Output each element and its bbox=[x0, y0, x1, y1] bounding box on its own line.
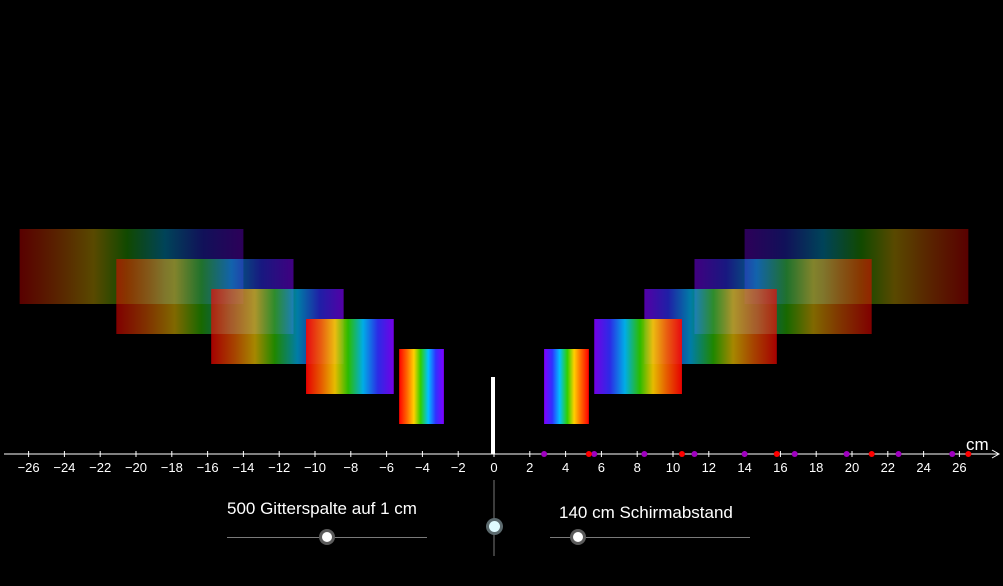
axis-tick-label: 20 bbox=[845, 460, 859, 475]
spectrum-order-2-right bbox=[594, 319, 682, 394]
red-marker bbox=[868, 451, 875, 457]
violet-marker bbox=[741, 451, 748, 457]
axis-tick-label: 6 bbox=[598, 460, 605, 475]
axis-tick-label: 24 bbox=[916, 460, 930, 475]
axis-tick-label: −4 bbox=[415, 460, 430, 475]
axis-tick-label: −10 bbox=[304, 460, 326, 475]
violet-marker bbox=[591, 451, 598, 457]
screen-distance-slider-track[interactable] bbox=[550, 537, 750, 538]
violet-marker bbox=[895, 451, 902, 457]
grating-label: 500 Gitterspalte auf 1 cm bbox=[227, 499, 417, 518]
axis-tick-label: 4 bbox=[562, 460, 569, 475]
red-marker bbox=[965, 451, 972, 457]
spectra-group bbox=[19, 229, 969, 424]
red-marker bbox=[678, 451, 685, 457]
unit-label: cm bbox=[966, 435, 989, 454]
distance-axis: −26 −24 −22 −20 −18 −16 −14 −12 −10 −8 −6 −4 −2 0 2 4 6 8… bbox=[4, 449, 1001, 475]
wavelength-markers bbox=[541, 451, 972, 457]
axis-tick-label: 22 bbox=[881, 460, 895, 475]
violet-marker bbox=[641, 451, 648, 457]
axis-tick-label: −8 bbox=[343, 460, 358, 475]
spectrum-order-1-right bbox=[544, 349, 589, 424]
axis-tick-label: 18 bbox=[809, 460, 823, 475]
red-marker bbox=[773, 451, 780, 457]
axis-tick-label: 12 bbox=[702, 460, 716, 475]
axis-tick-label: 0 bbox=[490, 460, 497, 475]
violet-marker bbox=[541, 451, 548, 457]
axis-tick-label: −24 bbox=[53, 460, 75, 475]
axis-tick-label: −22 bbox=[89, 460, 111, 475]
axis-tick-label: 2 bbox=[526, 460, 533, 475]
axis-tick-label: 26 bbox=[952, 460, 966, 475]
center-point-handle[interactable] bbox=[486, 518, 503, 535]
axis-tick-label: 14 bbox=[737, 460, 751, 475]
spectrum-order-1-left bbox=[399, 349, 444, 424]
axis-tick-label: −20 bbox=[125, 460, 147, 475]
axis-tick-label: −14 bbox=[232, 460, 254, 475]
axis-tick-label: −6 bbox=[379, 460, 394, 475]
axis-tick-label: 8 bbox=[634, 460, 641, 475]
central-maximum bbox=[491, 377, 495, 454]
violet-marker bbox=[791, 451, 798, 457]
violet-marker bbox=[691, 451, 698, 457]
axis-tick-label: −26 bbox=[18, 460, 40, 475]
grating-slider-knob[interactable] bbox=[319, 529, 335, 545]
red-marker bbox=[585, 451, 592, 457]
screen-distance-label: 140 cm Schirmabstand bbox=[559, 503, 733, 522]
axis-tick-label: 10 bbox=[666, 460, 680, 475]
axis-tick-label: −16 bbox=[197, 460, 219, 475]
spectrum-order-2-left bbox=[306, 319, 394, 394]
violet-marker bbox=[843, 451, 850, 457]
axis-arrow bbox=[991, 449, 1001, 459]
screen-distance-slider-knob[interactable] bbox=[570, 529, 586, 545]
axis-tick-label: −18 bbox=[161, 460, 183, 475]
violet-marker bbox=[949, 451, 956, 457]
axis-tick-label: 16 bbox=[773, 460, 787, 475]
axis-tick-label: −2 bbox=[451, 460, 466, 475]
axis-tick-label: −12 bbox=[268, 460, 290, 475]
